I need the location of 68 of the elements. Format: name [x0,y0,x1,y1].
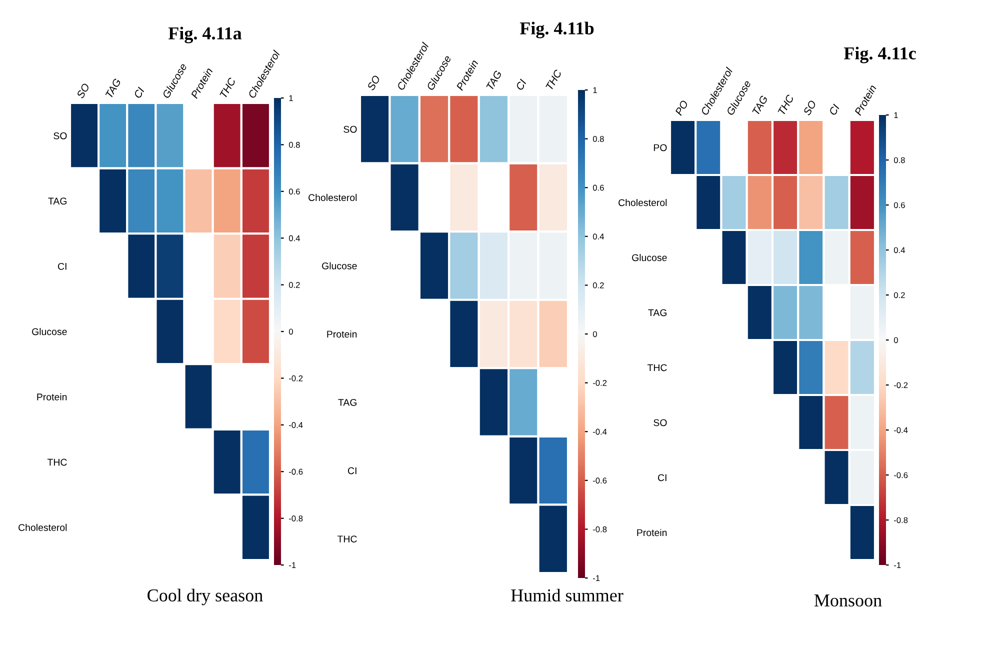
color-bar-label: 0.2 [592,282,604,288]
y-tick-label: THC [337,536,357,542]
y-tick-label: Glucose [322,262,357,270]
color-bar-label: -0.2 [593,380,607,386]
text: Monsoon [814,594,882,607]
x-tick-label: SO [76,82,90,99]
y-tick-label: Glucose [32,328,67,336]
text: Humid summer [511,588,624,602]
color-bar-label: -1 [289,562,296,568]
color-bar-label: 0.6 [288,188,300,194]
color-bar-label: 0.8 [288,142,300,148]
y-tick-label: TAG [48,198,66,205]
color-bar-label: 0 [288,328,293,335]
color-bar-label: 0.6 [894,202,905,208]
color-bar-label: -0.4 [894,427,908,434]
color-bar-label: -0.8 [289,516,303,522]
color-bar-label: 0.4 [592,234,604,240]
color-bar-label: 0 [592,331,597,338]
color-bar-label: 0.4 [288,235,300,242]
color-bar-label: -0.2 [894,382,908,388]
y-tick-label: Cholesterol [308,194,357,202]
x-tick-label: CI [516,78,527,91]
color-bar-label: -1 [894,562,901,568]
y-tick-label: SO [344,126,357,133]
color-bar-label: 0.6 [592,184,604,191]
y-tick-label: TAG [648,309,666,316]
color-bar-label: -0.6 [593,478,607,484]
y-tick-label: THC [47,458,67,466]
y-tick-label: Protein [37,393,67,400]
color-bar-label: -0.6 [289,468,303,475]
color-bar-label: 1 [593,87,597,94]
color-bar-label: 0.8 [592,136,604,142]
y-tick-label: Protein [637,528,667,536]
color-bar-label: 1 [289,95,293,102]
y-tick-label: TAG [338,399,356,406]
y-tick-label: CI [658,474,666,482]
y-tick-label: Cholesterol [18,524,67,531]
y-tick-label: Protein [327,330,357,338]
x-tick-label: SO [802,100,817,116]
x-tick-label: CI [828,104,840,116]
color-bar-label: -1 [593,575,600,582]
color-bar-label: -0.8 [593,526,607,532]
chart-title: Fig. 4.11a [168,26,242,44]
y-tick-label: PO [654,144,667,152]
y-tick-label: CI [58,262,66,270]
y-tick-label: CI [348,467,356,474]
chart-title: Fig. 4.11c [844,46,916,64]
color-bar-label: 0.2 [894,292,905,298]
color-bar-label: 0.2 [288,282,300,288]
color-bar-label: -0.8 [894,517,908,524]
x-tick-label: PO [674,100,688,116]
y-tick-label: Cholesterol [618,198,667,206]
y-tick-label: Glucose [632,254,667,262]
chart-title: Fig. 4.11b [520,22,594,38]
x-tick-label: SO [366,74,380,91]
text: Cool dry season [148,588,263,606]
color-bar-label: 0.4 [894,247,905,254]
y-tick-label: SO [54,132,67,140]
y-tick-label: THC [647,364,667,372]
color-bar-label: 0 [894,337,898,344]
color-bar-label: -0.4 [593,428,607,435]
color-bar-label: -0.2 [289,375,303,382]
color-bar-label: -0.4 [289,422,303,428]
color-bar-label: -0.6 [894,472,908,478]
color-bar-label: 0.8 [894,157,905,164]
color-bar-label: 1 [894,112,898,118]
x-tick-label: CI [134,86,145,99]
y-tick-label: SO [654,419,667,426]
